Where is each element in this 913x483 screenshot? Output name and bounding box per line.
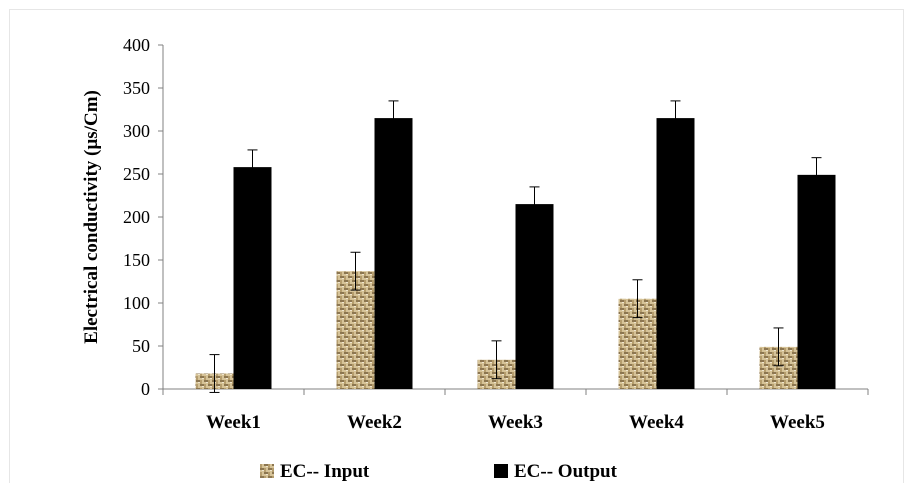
category-label: Week3 bbox=[488, 412, 543, 433]
category-label: Week4 bbox=[629, 412, 684, 433]
y-ticks: 0 50 100 150 200 250 300 350 400 bbox=[123, 35, 163, 399]
y-tick-label: 400 bbox=[123, 35, 150, 55]
category-label: Week1 bbox=[206, 412, 261, 433]
output-bar bbox=[797, 174, 836, 389]
legend-label-input: EC-- Input bbox=[280, 461, 370, 482]
output-bar bbox=[233, 167, 272, 389]
output-bar bbox=[515, 204, 554, 389]
legend: EC-- Input EC-- Output bbox=[260, 461, 618, 482]
y-axis-title: Electrical conductivity (µs/Cm) bbox=[81, 90, 102, 344]
y-tick-label: 200 bbox=[123, 207, 150, 227]
y-tick-label: 50 bbox=[132, 336, 150, 356]
legend-swatch-output bbox=[494, 464, 508, 478]
y-tick-label: 350 bbox=[123, 78, 150, 98]
y-tick-label: 0 bbox=[141, 379, 150, 399]
y-tick-label: 100 bbox=[123, 293, 150, 313]
legend-label-output: EC-- Output bbox=[514, 461, 618, 482]
legend-swatch-input bbox=[260, 464, 274, 478]
y-tick-label: 250 bbox=[123, 164, 150, 184]
category-label: Week2 bbox=[347, 412, 402, 433]
chart-frame bbox=[9, 9, 904, 483]
y-tick-label: 300 bbox=[123, 121, 150, 141]
x-tick-labels: Week1 Week2 Week3 Week4 Week5 bbox=[206, 412, 825, 433]
output-bar bbox=[374, 118, 413, 389]
input-bar bbox=[336, 271, 375, 389]
y-tick-label: 150 bbox=[123, 250, 150, 270]
output-bar bbox=[656, 118, 695, 389]
category-label: Week5 bbox=[770, 412, 825, 433]
bars bbox=[195, 100, 836, 393]
